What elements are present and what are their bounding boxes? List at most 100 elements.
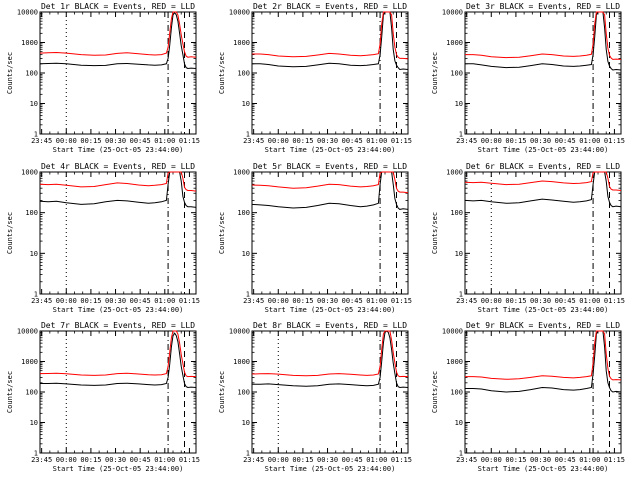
series-events [39, 11, 197, 70]
x-axis-label: Start Time (25-Oct-05 23:44:00) [265, 306, 396, 314]
series-lld [251, 171, 409, 194]
x-tick-label: 00:00 [56, 297, 77, 305]
y-tick-label: 1000 [21, 39, 38, 47]
y-axis-label: Counts/sec [6, 52, 14, 94]
y-axis-label: Counts/sec [218, 371, 226, 413]
x-tick-label: 00:30 [105, 297, 126, 305]
y-tick-label: 1 [246, 450, 250, 458]
x-tick-label: 01:15 [604, 137, 625, 145]
y-tick-label: 10 [30, 250, 38, 258]
x-tick-label: 00:00 [268, 137, 289, 145]
x-tick-label: 23:45 [456, 137, 477, 145]
panel-det-4: Det 4r BLACK = Events, RED = LLD 1 10 100 10… [6, 162, 200, 314]
series-events [465, 330, 622, 393]
x-tick-label: 23:45 [31, 137, 52, 145]
x-tick-label: 01:15 [391, 297, 412, 305]
x-tick-label: 00:45 [555, 297, 576, 305]
x-tick-label: 01:00 [366, 456, 387, 464]
plot-frame [251, 330, 409, 454]
y-tick-label: 1000 [233, 169, 250, 177]
y-axis-label: Counts/sec [431, 52, 439, 94]
y-tick-label: 10000 [17, 9, 38, 17]
series-events [251, 171, 409, 210]
panel-title: Det 4r BLACK = Events, RED = LLD [41, 162, 195, 171]
x-tick-label: 00:00 [268, 456, 289, 464]
x-tick-label: 00:15 [505, 297, 526, 305]
x-tick-label: 00:30 [530, 297, 551, 305]
x-tick-label: 01:00 [154, 456, 175, 464]
x-tick-label: 00:15 [80, 297, 101, 305]
y-tick-label: 1 [34, 131, 38, 139]
panel-title: Det 6r BLACK = Events, RED = LLD [466, 162, 620, 171]
x-tick-label: 23:45 [31, 297, 52, 305]
plot-frame [39, 330, 197, 454]
panel-det-9: Det 9r BLACK = Events, RED = LLD 1 10 100 10… [431, 321, 625, 473]
x-axis-label: Start Time (25-Oct-05 23:44:00) [53, 465, 184, 473]
series-lld [252, 11, 409, 60]
x-tick-label: 00:00 [56, 456, 77, 464]
panel-title: Det 3r BLACK = Events, RED = LLD [466, 2, 620, 11]
x-tick-label: 01:15 [391, 137, 412, 145]
y-tick-label: 1000 [233, 39, 250, 47]
x-tick-label: 01:00 [154, 137, 175, 145]
y-tick-label: 1 [246, 131, 250, 139]
panel-det-3: Det 3r BLACK = Events, RED = LLD 1 10 100 10… [431, 2, 625, 154]
y-axis-label: Counts/sec [218, 52, 226, 94]
y-tick-label: 1 [459, 291, 463, 299]
x-tick-label: 01:00 [366, 137, 387, 145]
x-tick-label: 00:00 [481, 456, 502, 464]
x-tick-label: 01:00 [154, 297, 175, 305]
x-tick-label: 00:45 [342, 137, 363, 145]
y-tick-label: 10 [455, 419, 463, 427]
series-events [39, 171, 197, 208]
x-tick-label: 23:45 [456, 456, 477, 464]
y-tick-label: 10 [242, 250, 250, 258]
panel-det-5: Det 5r BLACK = Events, RED = LLD 1 10 100 10… [218, 162, 412, 314]
plot-frame [464, 330, 622, 454]
x-tick-label: 00:30 [317, 137, 338, 145]
x-tick-label: 00:45 [130, 297, 151, 305]
x-tick-label: 00:30 [105, 456, 126, 464]
y-tick-label: 100 [450, 209, 463, 217]
x-tick-label: 01:00 [579, 297, 600, 305]
x-tick-label: 00:00 [268, 297, 289, 305]
x-tick-label: 00:15 [292, 297, 313, 305]
y-tick-label: 100 [237, 389, 250, 397]
y-axis-label: Counts/sec [6, 371, 14, 413]
x-tick-label: 01:15 [604, 456, 625, 464]
x-tick-label: 01:00 [579, 456, 600, 464]
series-events [252, 11, 409, 71]
panel-title: Det 8r BLACK = Events, RED = LLD [253, 321, 407, 330]
x-tick-label: 00:15 [292, 137, 313, 145]
y-tick-label: 1 [34, 450, 38, 458]
x-axis-label: Start Time (25-Oct-05 23:44:00) [265, 465, 396, 473]
x-tick-label: 00:30 [317, 297, 338, 305]
x-axis-label: Start Time (25-Oct-05 23:44:00) [478, 306, 609, 314]
x-axis-label: Start Time (25-Oct-05 23:44:00) [478, 465, 609, 473]
x-tick-label: 00:15 [80, 137, 101, 145]
x-tick-label: 23:45 [31, 456, 52, 464]
plot-frame [464, 171, 622, 295]
y-axis-label: Counts/sec [218, 212, 226, 254]
y-tick-label: 1000 [446, 169, 463, 177]
plot-frame [39, 11, 197, 135]
plot-frame [251, 171, 409, 295]
panel-title: Det 7r BLACK = Events, RED = LLD [41, 321, 195, 330]
y-tick-label: 1000 [446, 358, 463, 366]
series-lld [39, 11, 197, 58]
x-tick-label: 01:00 [579, 137, 600, 145]
y-tick-label: 1 [459, 450, 463, 458]
x-tick-label: 00:45 [342, 456, 363, 464]
y-tick-label: 100 [25, 209, 38, 217]
x-tick-label: 00:30 [530, 137, 551, 145]
x-tick-label: 00:45 [130, 137, 151, 145]
x-tick-label: 00:00 [56, 137, 77, 145]
series-lld [39, 330, 197, 378]
y-tick-label: 10 [30, 100, 38, 108]
y-tick-label: 1 [34, 291, 38, 299]
y-tick-label: 100 [237, 70, 250, 78]
x-tick-label: 00:45 [130, 456, 151, 464]
y-tick-label: 10 [455, 250, 463, 258]
y-tick-label: 10000 [442, 9, 463, 17]
